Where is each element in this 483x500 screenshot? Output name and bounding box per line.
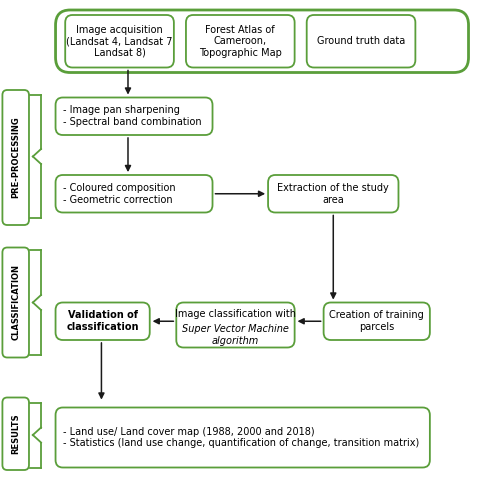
FancyBboxPatch shape [176,302,295,348]
FancyBboxPatch shape [65,15,174,68]
FancyBboxPatch shape [324,302,430,340]
FancyBboxPatch shape [56,98,213,135]
FancyBboxPatch shape [56,10,469,72]
FancyBboxPatch shape [2,248,29,358]
Text: - Land use/ Land cover map (1988, 2000 and 2018)
- Statistics (land use change, : - Land use/ Land cover map (1988, 2000 a… [63,426,419,448]
FancyBboxPatch shape [2,90,29,225]
Text: PRE-PROCESSING: PRE-PROCESSING [11,116,20,198]
Text: RESULTS: RESULTS [11,414,20,454]
Text: Image classification with: Image classification with [175,309,296,319]
FancyBboxPatch shape [268,175,398,212]
FancyBboxPatch shape [56,408,430,468]
FancyBboxPatch shape [186,15,295,68]
Text: Creation of training
parcels: Creation of training parcels [329,310,424,332]
Text: Image acquisition
(Landsat 4, Landsat 7
Landsat 8): Image acquisition (Landsat 4, Landsat 7 … [66,24,173,58]
Text: Super Vector Machine
algorithm: Super Vector Machine algorithm [182,324,289,346]
Text: Extraction of the study
area: Extraction of the study area [277,183,389,204]
Text: Forest Atlas of
Cameroon,
Topographic Map: Forest Atlas of Cameroon, Topographic Ma… [199,24,282,58]
Text: - Coloured composition
- Geometric correction: - Coloured composition - Geometric corre… [63,183,175,204]
FancyBboxPatch shape [56,302,150,340]
Text: Ground truth data: Ground truth data [317,36,405,46]
FancyBboxPatch shape [2,398,29,470]
Text: Validation of
classification: Validation of classification [66,310,139,332]
Text: CLASSIFICATION: CLASSIFICATION [11,264,20,340]
Text: - Image pan sharpening
- Spectral band combination: - Image pan sharpening - Spectral band c… [63,106,201,127]
FancyBboxPatch shape [56,175,213,212]
FancyBboxPatch shape [307,15,415,68]
